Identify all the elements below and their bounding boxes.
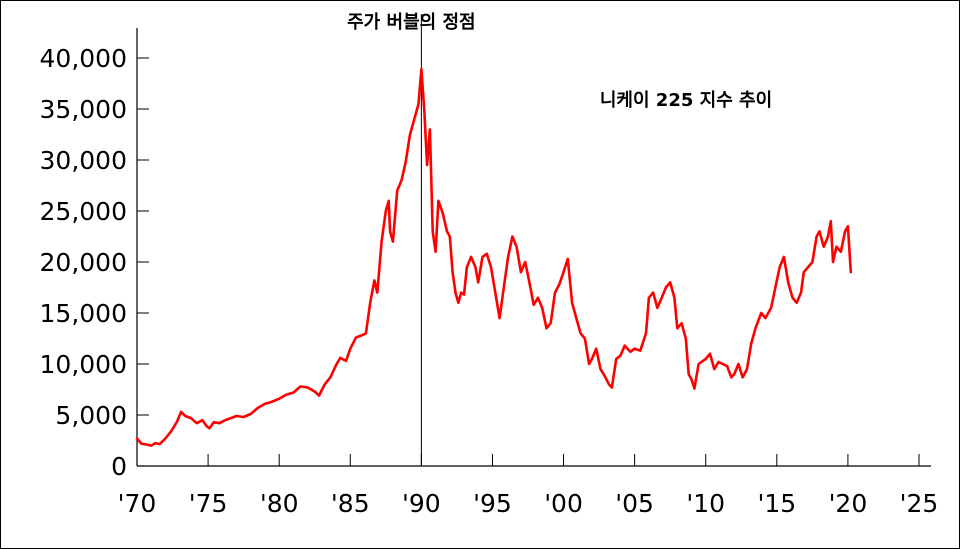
x-tick-label: '15: [757, 489, 796, 518]
y-tick-label: 30,000: [40, 146, 127, 175]
x-tick-label: '90: [402, 489, 441, 518]
x-tick-label: '05: [615, 489, 654, 518]
x-tick-label: '25: [900, 489, 939, 518]
x-axis-ticks: '70 '75 '80 '85 '90 '95 '00 '05 '10 '15 '20 '25: [118, 454, 939, 518]
y-tick-label: 5,000: [55, 401, 127, 430]
y-tick-label: 10,000: [40, 350, 127, 379]
x-tick-label: '10: [686, 489, 725, 518]
x-tick-label: '95: [473, 489, 512, 518]
y-axis-ticks: 0 5,000 10,000 15,000 20,000 25,000 30,000 35,0…: [40, 44, 149, 481]
x-tick-label: '20: [829, 489, 868, 518]
x-tick-label: '85: [331, 489, 370, 518]
x-tick-label: '80: [260, 489, 299, 518]
x-tick-label: '00: [544, 489, 583, 518]
series-line: [135, 67, 853, 447]
y-tick-label: 0: [111, 452, 127, 481]
plot-area: [135, 67, 853, 447]
x-tick-label: '70: [118, 489, 157, 518]
bubble-peak-label: 주가 버블의 정점: [347, 12, 475, 33]
y-tick-label: 25,000: [40, 197, 127, 226]
y-tick-label: 15,000: [40, 299, 127, 328]
y-tick-label: 20,000: [40, 248, 127, 277]
axes: [136, 28, 931, 467]
y-tick-label: 35,000: [40, 95, 127, 124]
y-tick-label: 40,000: [40, 44, 127, 73]
x-tick-label: '75: [189, 489, 228, 518]
series-label: 니케이 225 지수 추이: [600, 90, 772, 111]
